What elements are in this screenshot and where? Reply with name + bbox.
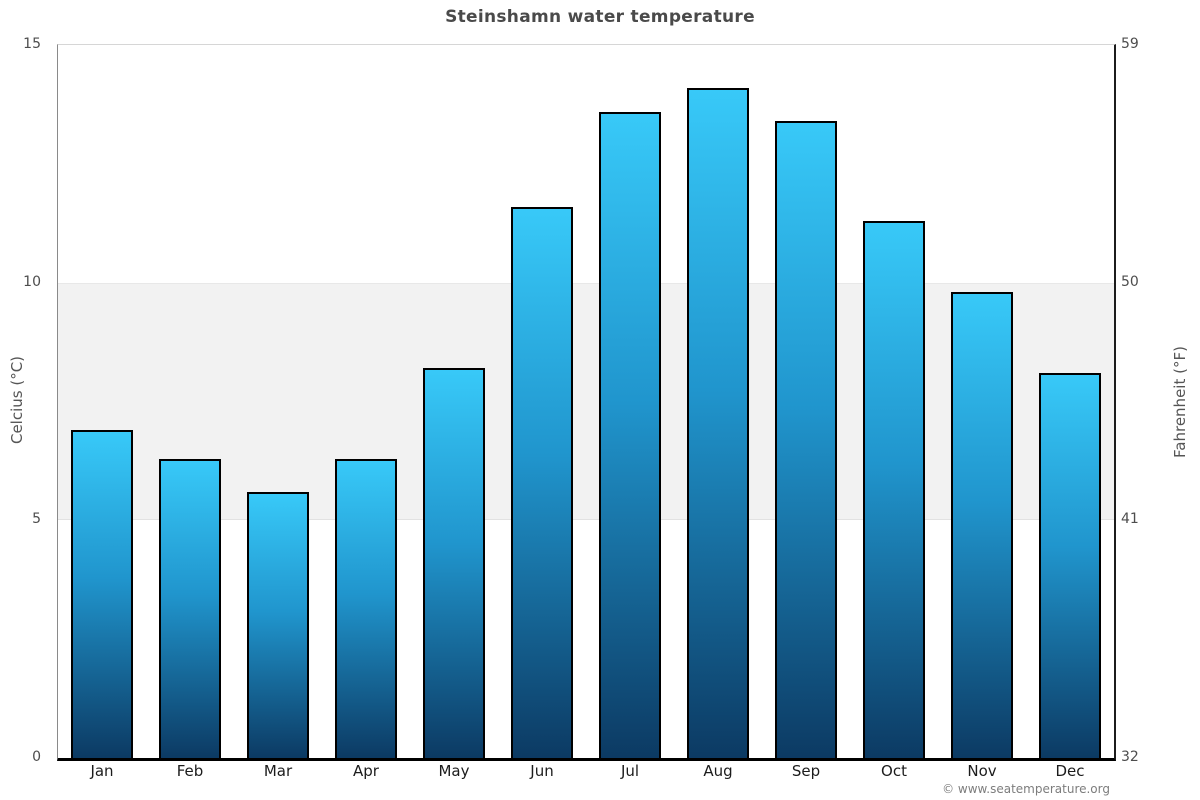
bar-feb	[159, 458, 221, 758]
month-label-jun: Jun	[530, 762, 554, 780]
copyright-text: © www.seatemperature.org	[942, 782, 1110, 796]
ytick-celsius-0: 0	[32, 749, 41, 765]
bar-jul	[599, 111, 661, 758]
bar-slot-jul	[586, 45, 674, 758]
bar-slot-jan	[58, 45, 146, 758]
ytick-celsius-10: 10	[23, 273, 41, 290]
bar-slot-aug	[674, 45, 762, 758]
bar-nov	[951, 292, 1013, 758]
bar-oct	[863, 220, 925, 758]
month-label-aug: Aug	[703, 762, 733, 780]
month-label-oct: Oct	[881, 762, 907, 780]
bar-slot-apr	[322, 45, 410, 758]
month-label-dec: Dec	[1055, 762, 1085, 780]
ytick-fahrenheit-59: 59	[1121, 36, 1139, 52]
month-label-nov: Nov	[967, 762, 997, 780]
bar-may	[423, 368, 485, 758]
bar-jun	[511, 206, 573, 758]
bar-sep	[775, 121, 837, 758]
month-label-may: May	[438, 762, 470, 780]
bar-jan	[71, 430, 133, 758]
bar-slot-mar	[234, 45, 322, 758]
month-label-sep: Sep	[791, 762, 821, 780]
y-axis-ticks-fahrenheit: 59 50 41 32	[1121, 36, 1181, 765]
bar-apr	[335, 458, 397, 758]
highlight-band	[58, 282, 1114, 521]
bar-slot-nov	[938, 45, 1026, 758]
bar-slot-feb	[146, 45, 234, 758]
chart-title: Steinshamn water temperature	[445, 7, 755, 27]
bar-slot-jun	[498, 45, 586, 758]
bar-aug	[687, 87, 749, 758]
ytick-fahrenheit-50: 50	[1121, 273, 1139, 290]
bar-slot-sep	[762, 45, 850, 758]
ytick-fahrenheit-32: 32	[1121, 749, 1139, 765]
plot-area	[57, 44, 1116, 761]
month-label-apr: Apr	[353, 762, 379, 780]
month-label-jul: Jul	[620, 762, 640, 780]
bar-slot-dec	[1026, 45, 1114, 758]
bar-slot-oct	[850, 45, 938, 758]
month-label-jan: Jan	[90, 762, 114, 780]
bars-row	[58, 45, 1114, 758]
ytick-celsius-15: 15	[23, 36, 41, 52]
bar-mar	[247, 491, 309, 758]
month-label-mar: Mar	[263, 762, 293, 780]
bar-dec	[1039, 372, 1101, 758]
month-label-feb: Feb	[176, 762, 204, 780]
ytick-celsius-5: 5	[32, 511, 41, 528]
ytick-fahrenheit-41: 41	[1121, 511, 1139, 528]
x-axis-labels: Jan Feb Mar Apr May Jun Jul Aug Sep Oct Nov Dec	[58, 762, 1114, 780]
y-axis-ticks-celsius: 15 10 5 0	[0, 36, 49, 765]
bar-slot-may	[410, 45, 498, 758]
